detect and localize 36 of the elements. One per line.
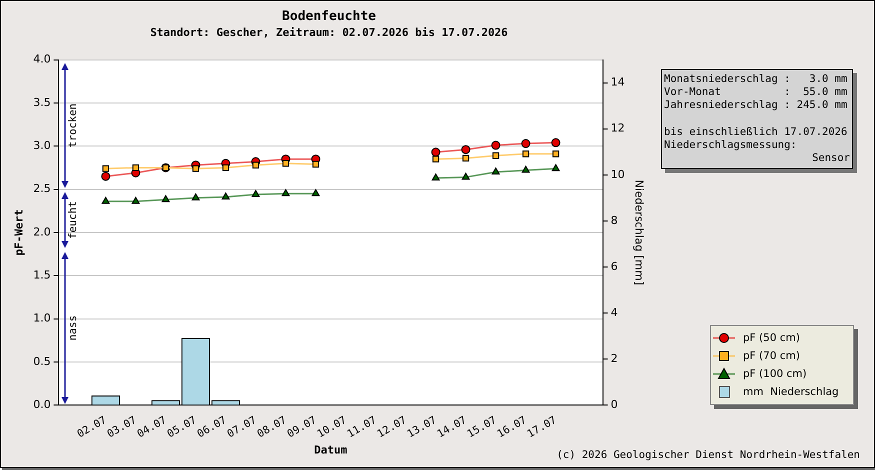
y2-tick-label: 8: [610, 214, 618, 227]
y-tick-label: 1.5: [33, 268, 51, 282]
y-tick-label: 2.5: [33, 182, 51, 196]
y-tick-label: 0.5: [33, 354, 51, 368]
annotation: nass: [67, 315, 79, 341]
y-tick-label: 0.0: [33, 398, 51, 411]
y2-tick-label: 0: [610, 398, 618, 411]
y2-tick-label: 6: [610, 260, 618, 273]
legend-label: pF (100 cm): [743, 368, 807, 380]
legend-label: pF (50 cm): [743, 332, 800, 344]
y2-tick-label: 14: [610, 76, 625, 89]
y-tick-label: 4.0: [33, 52, 51, 66]
y-tick-label: 3.0: [33, 138, 51, 152]
text: Vor-Monat : 55.0 mm: [664, 86, 848, 100]
text: Jahresniederschlag : 245.0 mm: [664, 99, 848, 113]
y2-axis-title: Niederschlag [mm]: [632, 180, 646, 286]
y-tick-label: 1.0: [33, 312, 51, 325]
legend-label: mm Niederschlag: [743, 386, 839, 398]
annotation: feucht: [67, 201, 79, 239]
y2-tick-label: 10: [610, 168, 625, 181]
text: bis einschließlich 17.07.2026: [664, 126, 848, 139]
x-axis-title: Datum: [314, 443, 348, 456]
y-tick-label: 2.0: [33, 225, 51, 238]
text: Monatsniederschlag : 3.0 mm: [664, 73, 848, 86]
y-axis-title: pF-Wert: [12, 209, 26, 256]
text: Niederschlagsmessung:: [664, 138, 798, 152]
text: Sensor: [811, 152, 850, 166]
chart-title: Bodenfeuchte: [282, 9, 376, 24]
annotation: trocken: [67, 103, 79, 148]
text: (c) 2026 Geologischer Dienst Nordrhein-Westfalen: [556, 449, 860, 461]
y-tick-label: 3.5: [33, 96, 51, 109]
legend-label: pF (70 cm): [743, 350, 800, 362]
y2-tick-label: 12: [610, 122, 625, 135]
chart-subtitle: Standort: Gescher, Zeitraum: 02.07.2026 bis 17.07.2026: [150, 26, 508, 40]
y2-tick-label: 2: [610, 352, 618, 365]
y2-tick-label: 4: [610, 306, 618, 319]
